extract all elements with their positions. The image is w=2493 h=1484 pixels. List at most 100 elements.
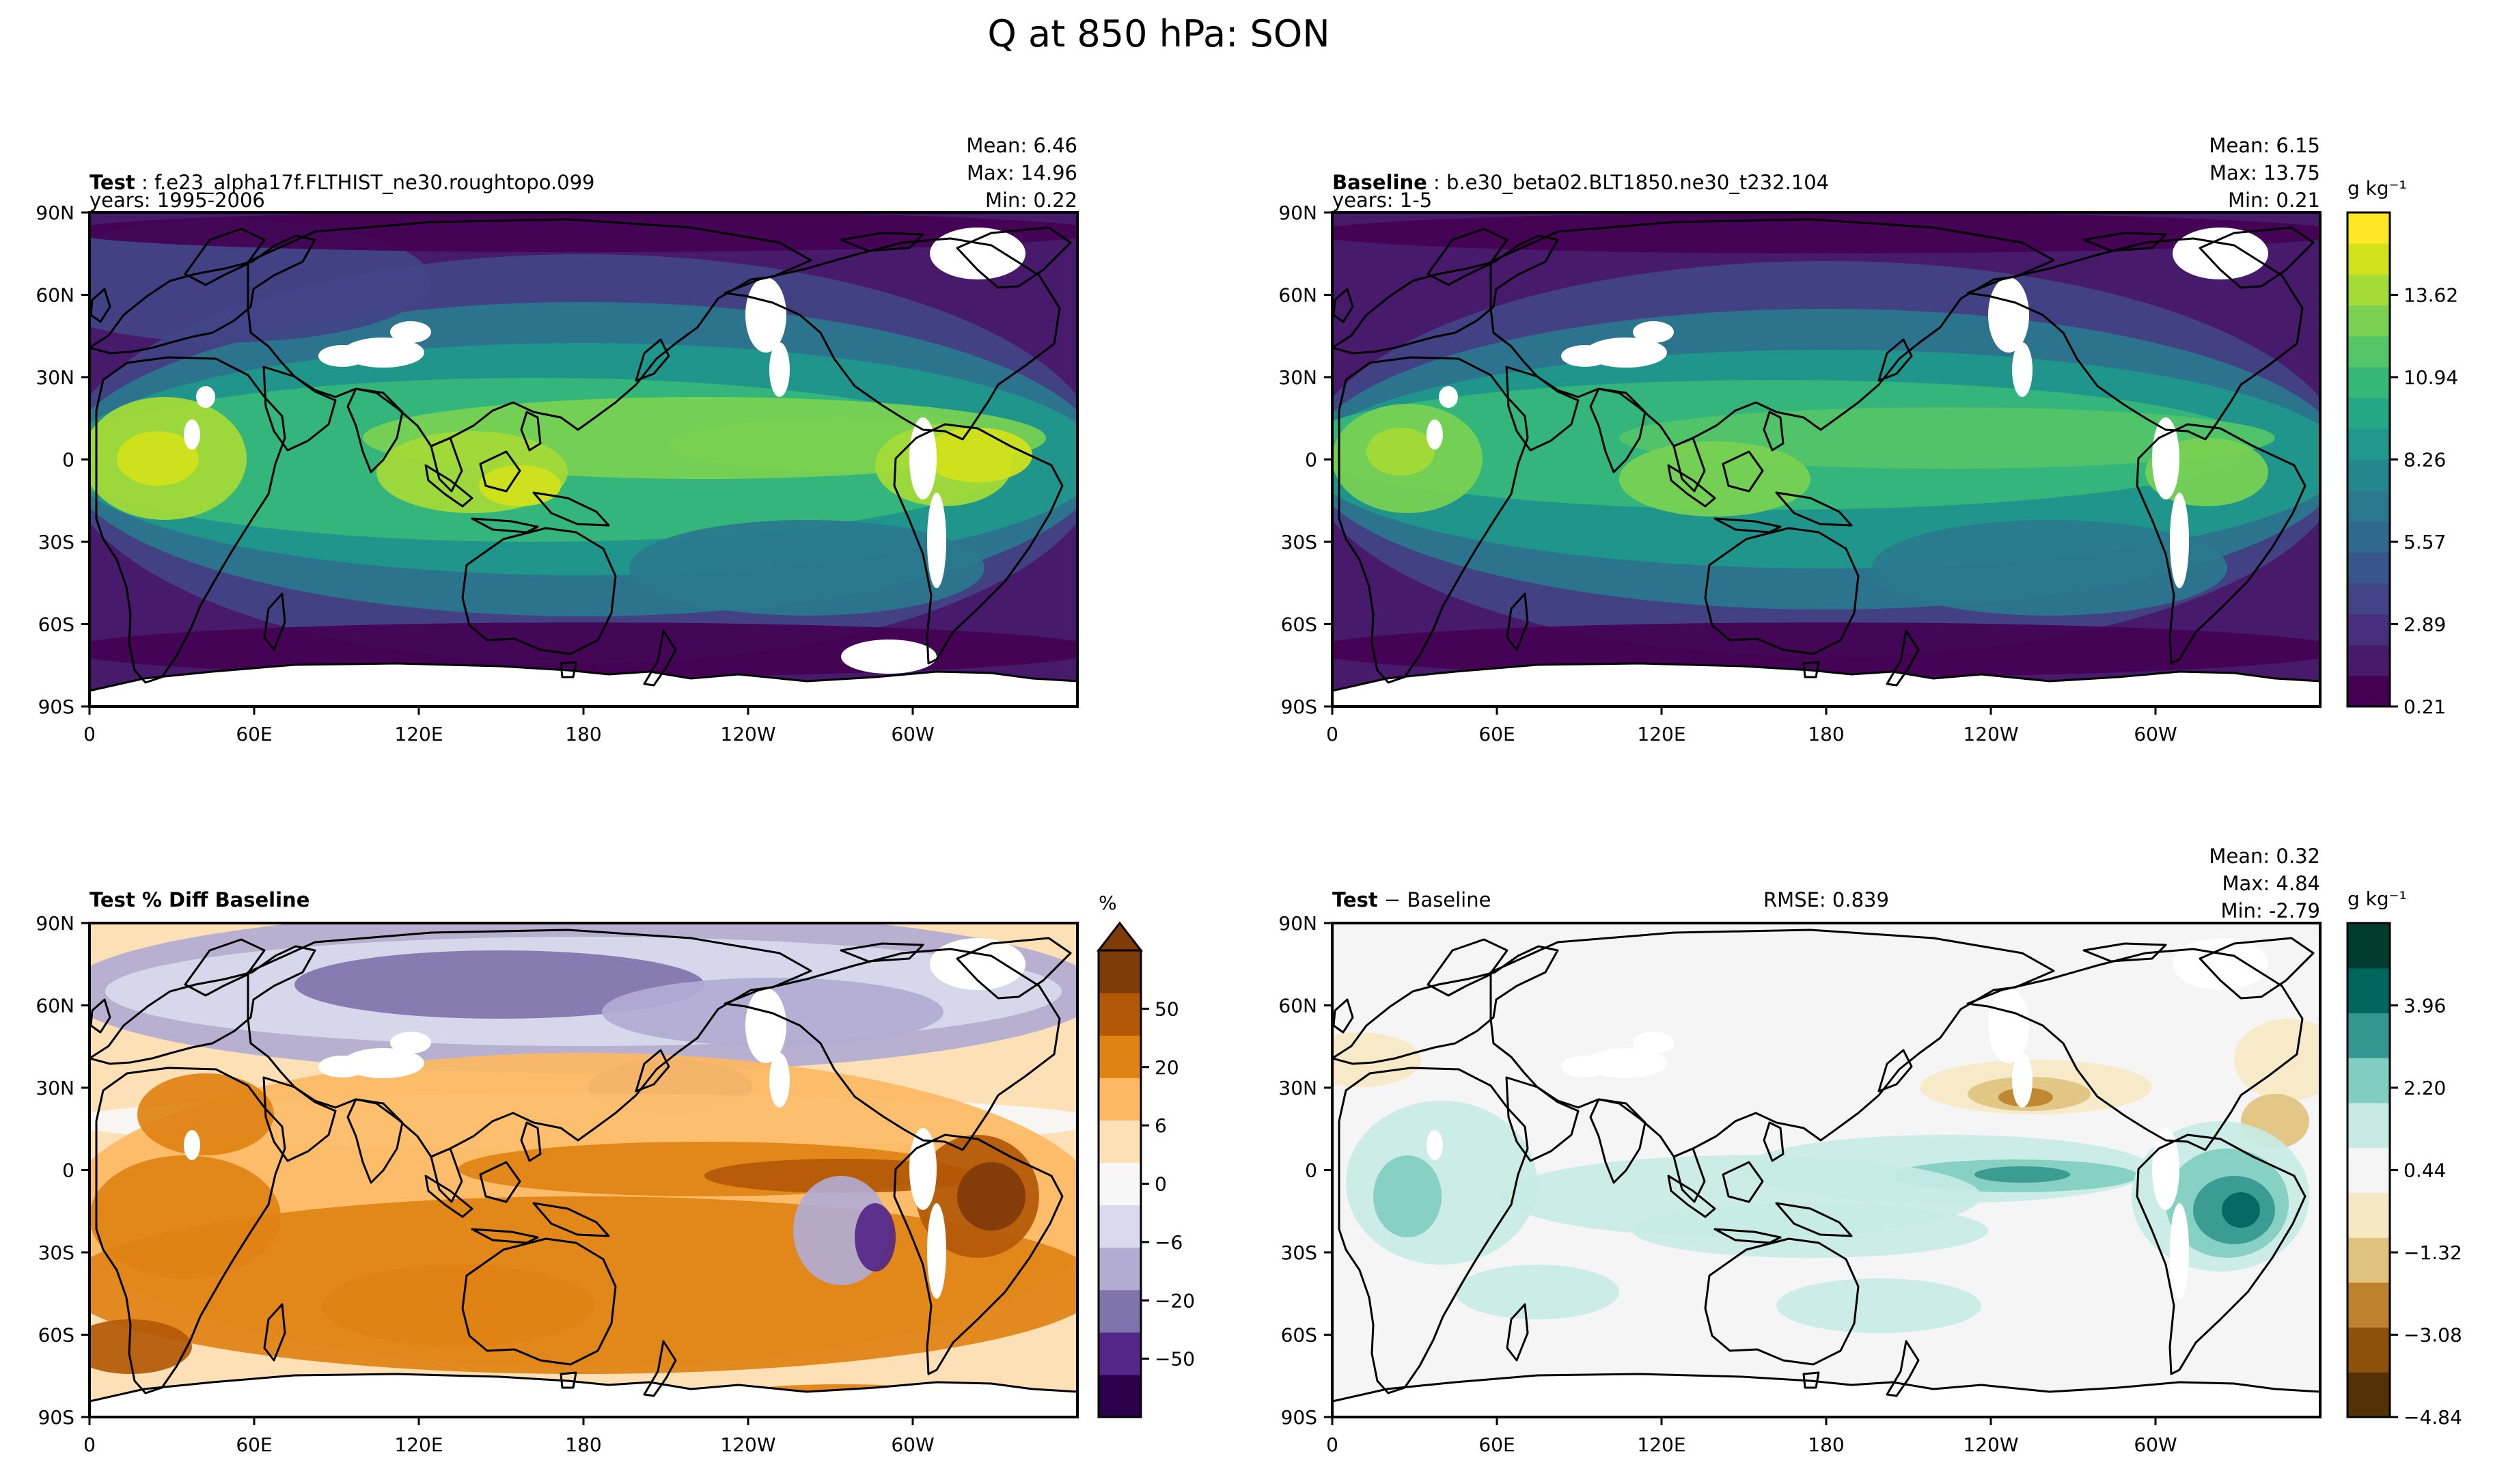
colorbar-segment [2347,274,2390,306]
panel-subtitle: years: 1-5 [1332,189,1432,212]
rmse-label: RMSE: 0.839 [1763,888,1889,911]
terrain-mask [841,640,937,674]
y-tick-label: 30N [1278,1077,1317,1099]
y-tick-label: 30N [36,1077,74,1099]
colorbar-unit: g kg⁻¹ [2347,177,2407,200]
terrain-mask [196,386,215,408]
contour-band [1776,1278,1981,1333]
y-tick-label: 60N [36,995,74,1017]
contour-band [1332,622,2320,677]
colorbar-tick-label: −1.32 [2404,1241,2462,1264]
contour-band [855,1203,896,1272]
terrain-mask [927,1203,946,1299]
contour-band [629,520,984,616]
contour-band [923,428,1032,482]
x-tick-label: 60W [2134,1433,2177,1456]
terrain-mask [184,420,200,450]
colorbar-segment [1099,1162,1141,1206]
map-panel-diff: 0 60E 120E 180 120W 60W 90N 60N 30N 0 30S 60S 90S Tes… [1278,844,2322,1456]
colorbar-tick-label: 0.44 [2404,1159,2446,1182]
x-tick-label: 120E [394,723,443,745]
colorbar-tick-label: 3.96 [2404,995,2446,1017]
colorbar-segment [2347,1192,2390,1238]
y-tick-label: 0 [1305,1159,1317,1182]
y-tick-label: 30S [38,1241,74,1264]
y-tick-label: 60N [1278,284,1317,307]
colorbar-segment [2347,212,2390,244]
cb-main: 0.21 2.89 5.57 8.26 10.94 13.62 g kg⁻¹ [2346,177,2458,718]
y-tick-label: 30N [1278,366,1317,389]
terrain-mask [769,342,790,397]
contour-band [479,465,561,506]
contour-field [1332,212,2320,706]
contour-field [89,923,1077,1417]
panel-subtitle: years: 1995-2006 [89,189,265,212]
antarctica-mask [89,1374,1077,1417]
y-tick-label: 60S [38,614,74,636]
colorbar-segment [2347,923,2390,969]
contour-field [1332,923,2320,1417]
y-tick-label: 60N [36,284,74,307]
y-tick-label: 0 [62,1159,74,1182]
y-tick-label: 90S [38,696,74,718]
terrain-mask [1633,1032,1674,1054]
contour-band [1332,1032,1421,1087]
x-tick-label: 120W [720,723,775,745]
x-tick-label: 180 [565,723,601,745]
map-panel-pctdiff: 0 60E 120E 180 120W 60W 90N 60N 30N 0 30S 60S 90S Tes… [36,888,1079,1456]
colorbar-extend-arrow [1096,921,1144,952]
colorbar-segment [1099,1247,1141,1291]
terrain-mask [318,345,366,367]
terrain-mask [1561,345,1609,367]
stat-line: Max: 13.75 [2209,161,2320,184]
contour-band [89,1155,281,1278]
x-tick-label: 180 [1808,1433,1844,1456]
colorbar-tick-label: −50 [1155,1348,1195,1371]
colorbar-segment [2347,1372,2390,1418]
colorbar-segment [2347,243,2390,275]
colorbar-tick-label: −3.08 [2404,1324,2462,1347]
y-tick-label: 30N [36,366,74,389]
contour-band [117,431,199,486]
colorbar-segment [2347,1147,2390,1193]
cb-pct: −50 −20 −6 0 6 20 50% [1096,892,1195,1418]
colorbar-segment [2347,1327,2390,1373]
colorbar-segment [1099,1374,1141,1418]
contour-band [89,1319,192,1374]
colorbar-segment [2347,1058,2390,1103]
x-tick-label: 60W [891,723,934,745]
contour-band [89,212,1077,252]
stat-line: Max: 14.96 [967,161,1077,184]
stat-line: Mean: 6.46 [966,134,1077,157]
y-tick-label: 90S [1281,1406,1317,1429]
colorbar-segment [2347,305,2390,337]
colorbar-segment [1099,993,1141,1036]
colorbar-segment [2347,490,2390,522]
colorbar-segment [2347,614,2390,646]
colorbar-segment [1099,950,1141,993]
x-tick-label: 0 [83,1433,96,1456]
terrain-mask [1988,277,2029,353]
terrain-mask [318,1056,366,1077]
x-tick-label: 60E [1478,723,1515,745]
colorbar-segment [2347,552,2390,583]
terrain-mask [1427,420,1443,450]
colorbar-tick-label: 5.57 [2404,531,2446,553]
colorbar-segment [2347,366,2390,398]
colorbar-segment [1099,1289,1141,1333]
colorbar-segment [2347,675,2390,707]
x-tick-label: 120E [1637,1433,1685,1456]
stat-line: Min: 0.21 [2228,189,2320,212]
contour-band [137,1073,274,1155]
colorbar-tick-label: 2.89 [2404,614,2446,636]
y-tick-label: 90N [36,202,74,224]
terrain-mask [184,1130,200,1160]
x-tick-label: 120E [1637,723,1685,745]
contour-band [957,1162,1025,1231]
panel-title: Test : f.e23_alpha17f.FLTHIST_ne30.rough… [89,171,595,194]
colorbar-segment [1099,1120,1141,1164]
terrain-mask [2170,493,2189,588]
x-tick-label: 120W [1963,1433,2018,1456]
colorbar-segment [2347,1013,2390,1058]
x-tick-label: 180 [1808,723,1844,745]
